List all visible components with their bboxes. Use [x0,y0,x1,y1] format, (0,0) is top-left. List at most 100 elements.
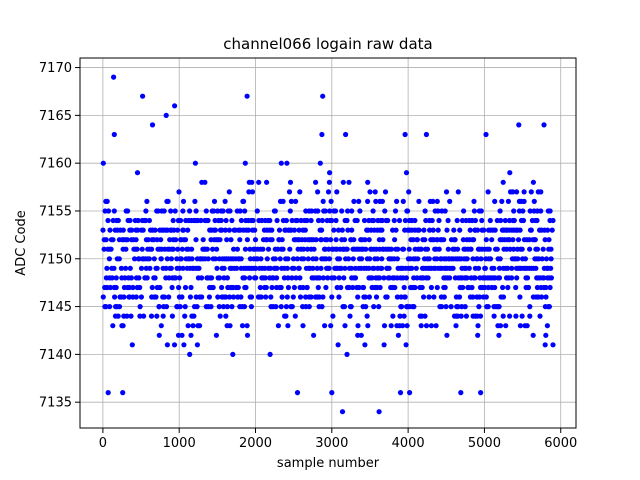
data-point [431,294,437,300]
data-point [500,284,506,291]
data-point [351,198,357,204]
data-point [180,265,186,271]
data-point [445,217,451,224]
data-point [359,256,365,262]
data-point [335,342,341,348]
data-point [356,284,362,291]
data-point [527,304,533,310]
data-point [214,246,220,252]
data-point [285,256,291,262]
data-point [217,313,223,319]
data-point [230,294,237,300]
data-point [248,304,254,310]
data-point [345,227,351,233]
outlier-point [111,131,117,138]
data-point [344,217,350,224]
data-point [116,256,122,262]
data-point [229,304,235,310]
data-point [358,332,364,338]
x-tick-label: 3000 [315,436,348,451]
data-point [351,237,357,243]
data-point [534,217,540,224]
data-point [293,198,299,204]
data-point [344,246,350,252]
data-point [515,256,521,262]
data-point [147,265,153,271]
data-point [146,217,152,224]
data-point [205,256,211,262]
data-point [478,256,484,262]
data-point [423,217,429,224]
data-point [198,217,204,224]
data-point [541,275,547,281]
data-point [244,332,251,338]
x-tick-label: 6000 [544,436,577,451]
data-point [494,246,500,252]
data-point [365,323,371,329]
outlier-point [163,112,169,118]
data-point [105,217,111,224]
data-point [519,246,525,252]
data-point [248,294,255,300]
data-point [550,342,556,348]
data-point [491,313,497,319]
data-point [339,208,345,214]
data-point [394,198,400,204]
data-point [218,217,224,224]
data-point [287,208,293,214]
data-point [133,237,139,243]
data-point [435,227,441,233]
data-point [135,217,141,224]
data-point [333,237,339,243]
data-point [320,275,326,281]
data-point [268,294,274,300]
outlier-point [343,131,349,138]
data-point [341,275,347,281]
data-point [421,294,427,300]
data-point [289,304,295,310]
data-point [336,275,342,281]
data-point [197,323,203,329]
data-point [519,313,525,319]
data-point [467,227,473,233]
data-point [350,284,356,291]
data-point [214,265,220,271]
data-point [116,304,123,310]
data-point [340,179,346,185]
data-point [305,256,311,262]
data-point [262,275,268,281]
data-point [285,284,291,291]
chart-title: channel066 logain raw data [223,35,432,53]
data-point [308,217,314,224]
data-point [392,284,398,291]
data-point [406,189,412,195]
data-point [269,227,275,233]
outlier-point [111,74,117,80]
data-point [513,284,519,291]
data-point [288,198,294,204]
data-point [136,275,142,281]
data-point [418,323,424,329]
data-point [294,256,300,262]
outlier-point [483,131,489,138]
data-point [397,313,403,319]
data-point [513,313,519,319]
data-point [182,237,189,243]
x-axis-label: sample number [277,456,380,471]
data-point [125,208,131,214]
data-point [464,275,470,281]
y-tick-label: 7160 [39,157,72,172]
data-point [527,313,533,319]
data-point [124,313,130,319]
data-point [405,208,411,214]
data-point [241,304,248,310]
data-point [363,304,369,310]
data-point [487,217,493,224]
data-point [304,217,310,224]
data-point [416,198,422,204]
data-point [123,246,129,252]
data-point [505,265,511,271]
data-point [214,208,221,214]
data-point [300,284,306,291]
